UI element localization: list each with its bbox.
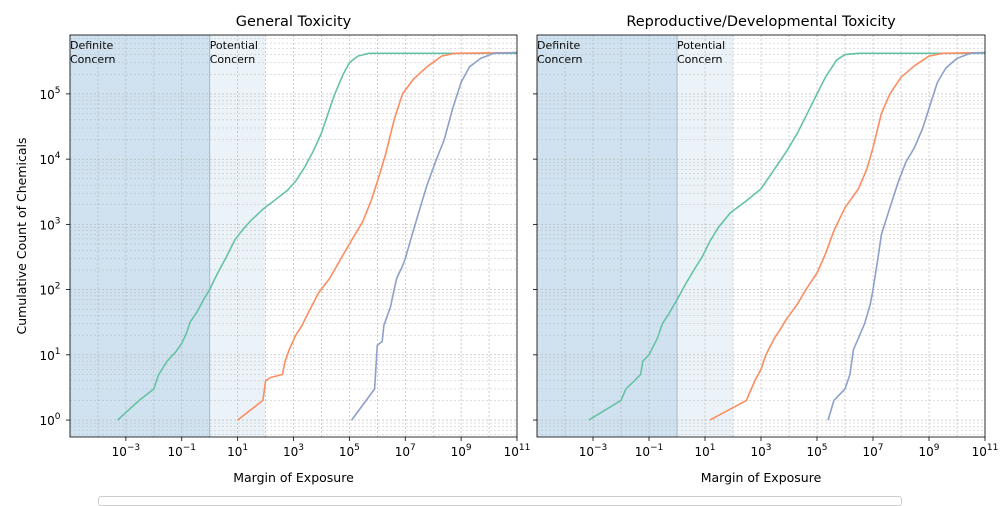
chart-title: Reproductive/Developmental Toxicity — [626, 14, 896, 30]
y-tick-label: 101 — [39, 347, 60, 363]
x-tick-label: 107 — [862, 443, 883, 459]
region-label: Potential — [677, 39, 725, 52]
y-tick-label: 100 — [39, 412, 60, 428]
x-tick-label: 10−3 — [112, 443, 141, 459]
series-line-3 — [827, 51, 986, 421]
grid — [536, 34, 986, 437]
x-tick-label: 105 — [339, 443, 360, 459]
y-axis-label: Cumulative Count of Chemicals — [14, 138, 29, 335]
series-line-2 — [237, 51, 518, 421]
region-label: Concern — [537, 53, 583, 66]
y-tick-label: 103 — [39, 216, 60, 232]
x-tick-label: 10−1 — [167, 443, 196, 459]
grid — [69, 34, 518, 437]
x-tick-label: 101 — [694, 443, 715, 459]
x-tick-label: 10−3 — [579, 443, 608, 459]
concern-region-1 — [537, 35, 677, 437]
x-axis-label: Margin of Exposure — [701, 470, 822, 485]
x-tick-label: 105 — [806, 443, 827, 459]
legend-box — [98, 496, 902, 506]
x-tick-label: 107 — [395, 443, 416, 459]
x-tick-label: 103 — [750, 443, 771, 459]
x-tick-label: 109 — [918, 443, 939, 459]
chart-title: General Toxicity — [236, 14, 352, 30]
y-tick-label: 104 — [39, 151, 60, 167]
region-label: Concern — [210, 53, 256, 66]
region-label: Definite — [70, 39, 114, 52]
x-tick-label: 101 — [227, 443, 248, 459]
series-line-1 — [116, 52, 517, 421]
x-tick-label: 103 — [283, 443, 304, 459]
x-tick-label: 10−1 — [635, 443, 664, 459]
region-label: Concern — [677, 53, 723, 66]
series-line-1 — [588, 52, 985, 421]
series-line-2 — [709, 51, 986, 421]
x-tick-label: 1011 — [972, 443, 999, 459]
region-label: Concern — [70, 53, 116, 66]
y-tick-label: 105 — [39, 86, 60, 102]
region-label: Definite — [537, 39, 581, 52]
region-label: Potential — [210, 39, 258, 52]
x-tick-label: 109 — [451, 443, 472, 459]
series-line-3 — [350, 51, 518, 421]
x-tick-label: 1011 — [504, 443, 531, 459]
x-axis-label: Margin of Exposure — [233, 470, 354, 485]
concern-region-1 — [70, 35, 210, 437]
y-tick-label: 102 — [39, 282, 60, 298]
